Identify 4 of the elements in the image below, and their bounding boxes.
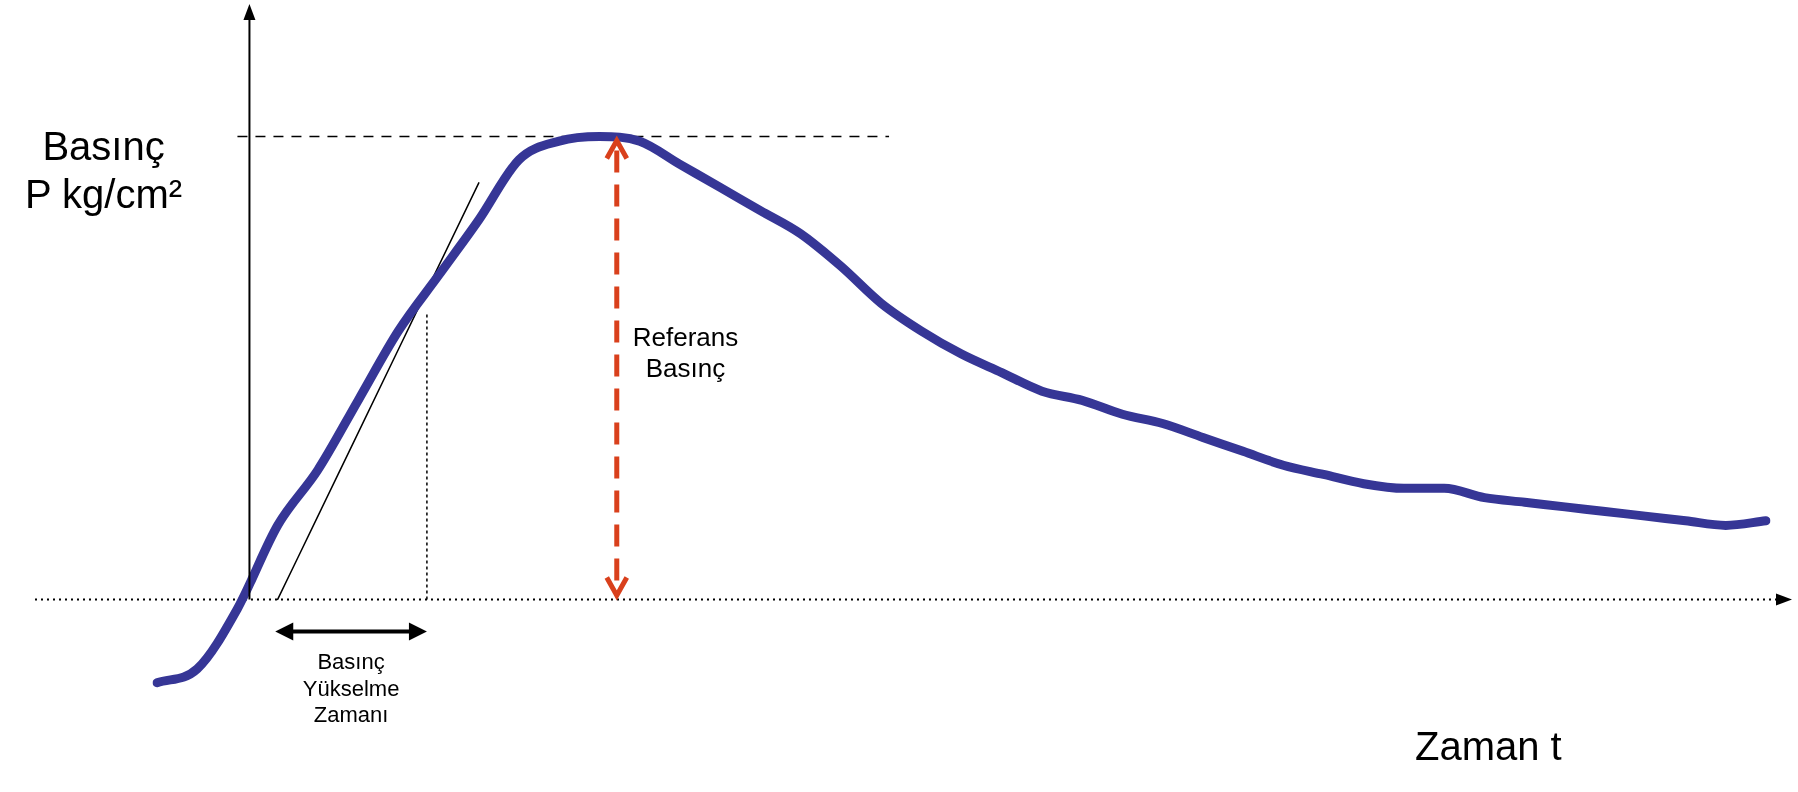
- x-axis-title: Zaman t: [1415, 723, 1562, 770]
- annotation: Referans Basınç: [632, 321, 739, 385]
- y-axis-title: Basınç P kg/cm²: [25, 123, 183, 218]
- annotation: Basınç Yükselme Zamanı: [302, 649, 400, 729]
